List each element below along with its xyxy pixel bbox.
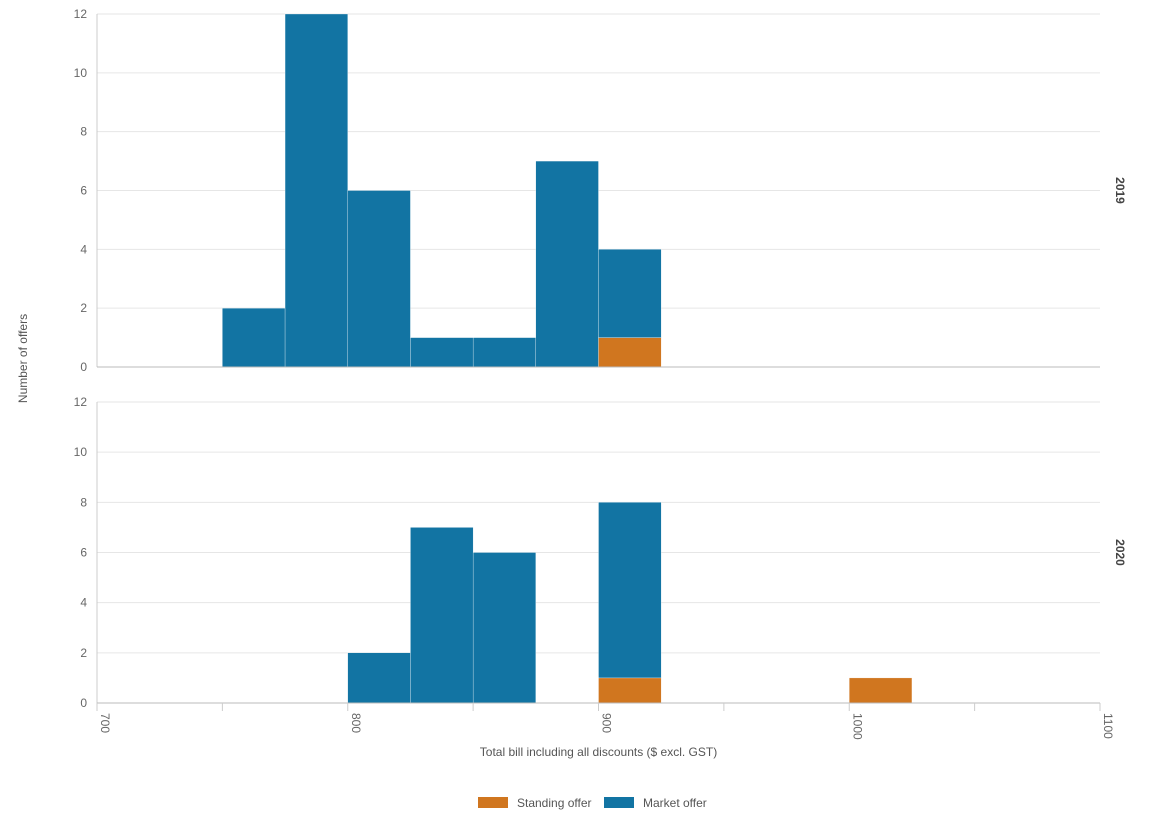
panel-2019: 0 2 4 6 8 10 12 2019 [74,7,1127,374]
panel-label-2019: 2019 [1113,177,1127,204]
y-tick-label: 8 [80,495,87,509]
y-tick-label: 2 [80,646,87,660]
x-tick-label: 900 [600,713,614,733]
legend-swatch-market-offer [604,797,634,808]
y-tick-label: 0 [80,360,87,374]
bar-market-offer [472,552,536,704]
y-tick-label: 12 [74,395,88,409]
bar-standing-offer [598,337,662,368]
x-axis-title: Total bill including all discounts ($ ex… [480,745,717,759]
legend: Standing offer Market offer [478,796,707,810]
y-tick-label: 0 [80,696,87,710]
bar-market-offer [410,337,474,368]
y-tick-label: 4 [80,596,87,610]
panel-2020: 0 2 4 6 8 10 12 2020 [74,395,1127,710]
y-tick-label: 10 [74,445,88,459]
bar-market-offer [347,190,411,368]
x-tick-label: 700 [98,713,112,733]
x-tick-label: 1000 [850,713,864,740]
y-tick-label: 12 [74,7,88,21]
y-tick-label: 4 [80,242,87,256]
bar-market-offer [284,13,348,368]
y-tick-label: 10 [74,66,88,80]
bar-standing-offer [849,677,913,704]
legend-label-standing-offer: Standing offer [517,796,592,810]
bar-market-offer [535,160,599,368]
y-axis-title: Number of offers [16,314,30,403]
y-tick-label: 8 [80,125,87,139]
y-tick-label: 6 [80,184,87,198]
bar-market-offer [598,502,662,679]
legend-swatch-standing-offer [478,797,508,808]
panel-label-2020: 2020 [1113,539,1127,566]
y-tick-label: 6 [80,546,87,560]
y-tick-label: 2 [80,301,87,315]
bar-market-offer [222,308,286,368]
bar-market-offer [410,527,474,704]
bar-market-offer [347,652,411,704]
x-tick-label: 800 [349,713,363,733]
x-tick-label: 1100 [1101,713,1115,739]
bar-standing-offer [598,677,662,704]
legend-label-market-offer: Market offer [643,796,707,810]
bar-market-offer [472,337,536,368]
bar-market-offer [598,249,662,338]
